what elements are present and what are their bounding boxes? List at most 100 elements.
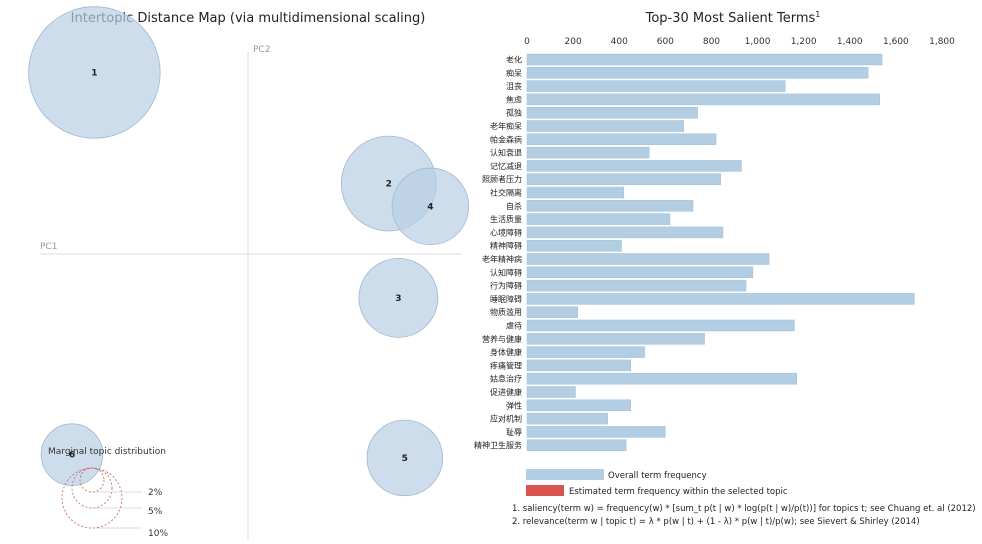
term-label-16[interactable]: 认知障碍 xyxy=(490,267,522,277)
term-bar-10[interactable] xyxy=(526,186,625,199)
legend-overall-swatch xyxy=(526,469,604,480)
marginal-label-2: 2% xyxy=(148,488,163,498)
x-tick-label-4: 800 xyxy=(703,37,720,47)
term-label-2[interactable]: 沮丧 xyxy=(506,82,522,91)
term-label-11[interactable]: 自杀 xyxy=(506,201,522,211)
term-bar-27[interactable] xyxy=(526,412,608,425)
term-label-4[interactable]: 孤独 xyxy=(506,108,522,118)
footnote-1: 1. saliency(term w) = frequency(w) * [su… xyxy=(512,504,976,514)
salient-terms-panel: Top-30 Most Salient Terms1 0 200 400 600 800… xyxy=(474,10,976,527)
term-label-26[interactable]: 弹性 xyxy=(506,400,522,410)
legend-estimated-swatch xyxy=(526,485,564,496)
term-bar-2[interactable] xyxy=(526,80,786,92)
term-bar-12[interactable] xyxy=(526,213,671,225)
topic-label-3: 3 xyxy=(395,294,401,304)
term-label-23[interactable]: 疼痛管理 xyxy=(490,360,522,370)
term-bar-1[interactable] xyxy=(526,67,869,79)
term-label-22[interactable]: 身体健康 xyxy=(490,347,522,357)
term-bar-23[interactable] xyxy=(526,359,631,372)
term-label-6[interactable]: 帕金森病 xyxy=(490,134,522,144)
term-bar-8[interactable] xyxy=(526,160,742,172)
pc2-axis-label: PC2 xyxy=(253,45,270,55)
term-label-3[interactable]: 焦虑 xyxy=(506,94,522,104)
x-tick-label-8: 1,600 xyxy=(883,37,909,47)
term-label-19[interactable]: 物质滥用 xyxy=(490,307,522,317)
term-bar-26[interactable] xyxy=(526,399,631,412)
topic-label-2: 2 xyxy=(386,180,392,190)
x-axis-ticks: 0 200 400 600 800 1,000 1,200 1,400 1,600 1,800 xyxy=(524,37,955,47)
term-label-25[interactable]: 促进健康 xyxy=(490,387,522,397)
footnote-2: 2. relevance(term w | topic t) = λ * p(w… xyxy=(512,517,920,527)
marginal-topic-distribution: Marginal topic distribution 2% 5% 10% xyxy=(48,447,168,539)
x-tick-label-7: 1,400 xyxy=(837,37,863,47)
topic-bubble-5[interactable] xyxy=(366,419,443,497)
term-label-13[interactable]: 心境障碍 xyxy=(490,227,522,237)
term-bar-11[interactable] xyxy=(526,200,694,212)
term-label-27[interactable]: 应对机制 xyxy=(490,414,522,424)
x-tick-label-6: 1,200 xyxy=(791,37,817,47)
term-bar-15[interactable] xyxy=(526,253,770,265)
term-label-5[interactable]: 老年痴呆 xyxy=(490,121,522,131)
term-label-10[interactable]: 社交隔离 xyxy=(490,188,522,198)
term-bar-22[interactable] xyxy=(526,346,645,358)
topic-bubble-3[interactable] xyxy=(358,258,439,338)
marginal-circle-10 xyxy=(61,467,123,529)
term-bar-29[interactable] xyxy=(526,439,627,451)
x-tick-label-1: 200 xyxy=(565,37,582,47)
term-bar-28[interactable] xyxy=(526,426,666,438)
term-label-12[interactable]: 生活质量 xyxy=(490,214,522,224)
term-label-29[interactable]: 精神卫生服务 xyxy=(474,440,522,450)
term-label-8[interactable]: 记忆减退 xyxy=(490,161,522,171)
term-label-20[interactable]: 虐待 xyxy=(506,321,522,331)
pc1-axis-label: PC1 xyxy=(40,242,57,252)
term-bar-13[interactable] xyxy=(526,226,724,239)
topic-label-5: 5 xyxy=(402,454,408,464)
term-bar-9[interactable] xyxy=(526,173,721,185)
term-label-21[interactable]: 营养与健康 xyxy=(482,334,522,344)
term-label-28[interactable]: 耻辱 xyxy=(506,427,522,437)
term-label-18[interactable]: 睡眠障碍 xyxy=(490,294,522,304)
term-bar-24[interactable] xyxy=(526,372,797,385)
term-label-0[interactable]: 老化 xyxy=(506,55,522,65)
term-label-15[interactable]: 老年精神病 xyxy=(482,254,522,264)
term-bar-6[interactable] xyxy=(526,133,717,146)
marginal-label-5: 5% xyxy=(148,507,163,517)
term-bar-0[interactable] xyxy=(526,53,883,66)
intertopic-map-title: Intertopic Distance Map (via multidimens… xyxy=(71,11,426,26)
term-bar-7[interactable] xyxy=(526,146,650,159)
legend-estimated-label: Estimated term frequency within the sele… xyxy=(569,487,788,497)
term-label-7[interactable]: 认知衰退 xyxy=(490,148,522,158)
term-bar-4[interactable] xyxy=(526,106,698,119)
term-bar-3[interactable] xyxy=(526,93,880,106)
x-tick-label-0: 0 xyxy=(524,37,530,47)
bar-legend: Overall term frequency Estimated term fr… xyxy=(526,469,788,497)
term-bar-16[interactable] xyxy=(526,266,754,279)
topic-label-1: 1 xyxy=(91,68,97,78)
x-tick-label-5: 1,000 xyxy=(745,37,771,47)
term-bar-17[interactable] xyxy=(526,279,747,292)
topic-bubble-4[interactable] xyxy=(391,167,470,246)
legend-overall-label: Overall term frequency xyxy=(608,471,707,481)
term-bar-5[interactable] xyxy=(526,120,685,132)
term-label-1[interactable]: 痴呆 xyxy=(506,68,522,78)
term-bar-18[interactable] xyxy=(526,293,915,305)
term-bar-25[interactable] xyxy=(526,386,576,398)
x-tick-label-3: 600 xyxy=(657,37,674,47)
x-tick-label-2: 400 xyxy=(611,37,628,47)
salient-terms-title: Top-30 Most Salient Terms1 xyxy=(645,10,821,26)
topic-label-6: 6 xyxy=(69,451,75,461)
intertopic-map-panel: Intertopic Distance Map (via multidimens… xyxy=(28,6,470,540)
marginal-label-10: 10% xyxy=(148,529,168,539)
topic-bubble-1[interactable] xyxy=(28,6,161,139)
term-bar-21[interactable] xyxy=(526,333,705,345)
term-bar-14[interactable] xyxy=(526,239,622,252)
term-label-17[interactable]: 行为障碍 xyxy=(490,281,522,291)
term-label-9[interactable]: 照顾者压力 xyxy=(482,174,522,184)
term-label-14[interactable]: 精神障碍 xyxy=(490,241,522,251)
term-bar-20[interactable] xyxy=(526,319,795,332)
term-labels: 老化痴呆沮丧焦虑孤独老年痴呆帕金森病认知衰退记忆减退照顾者压力社交隔离自杀生活质… xyxy=(474,55,522,451)
term-label-24[interactable]: 姑息治疗 xyxy=(490,374,522,384)
term-bar-19[interactable] xyxy=(526,306,578,318)
